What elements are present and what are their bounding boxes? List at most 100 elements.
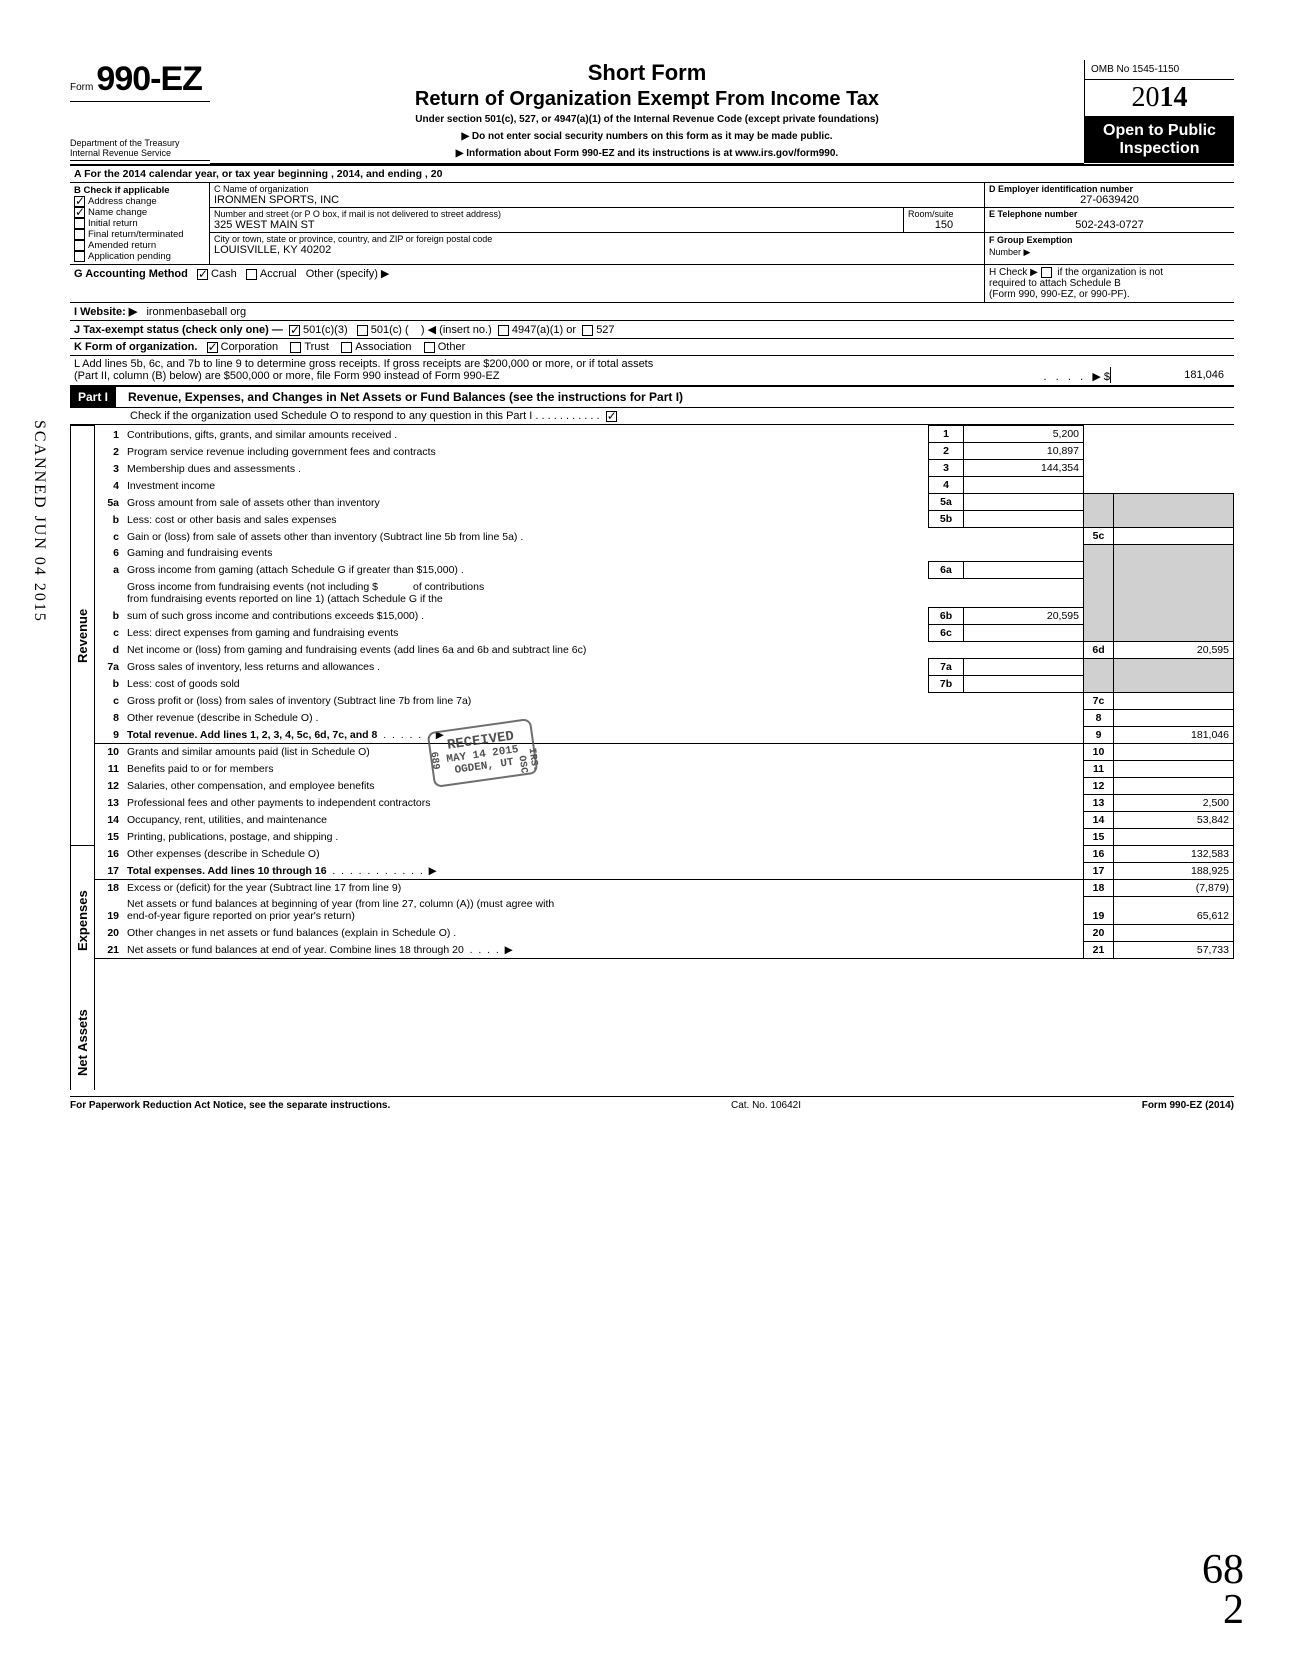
line-8-amt [1114,709,1234,726]
line-7c-amt [1114,692,1234,709]
j-4947: 4947(a)(1) or [512,324,576,336]
open-to-public: Open to Public Inspection [1085,116,1234,163]
year-bold: 14 [1160,82,1188,113]
line-3-amt: 144,354 [964,460,1084,477]
e-phone: 502-243-0727 [989,219,1230,231]
k-corp-check[interactable] [207,342,218,353]
g-accrual-check[interactable] [246,269,257,280]
k-assoc: Association [355,341,411,353]
net-assets-label: Net Assets [70,995,94,1090]
line-18-amt: (7,879) [1114,879,1234,896]
line-14-amt: 53,842 [1114,811,1234,828]
line-4-amt [964,477,1084,494]
line-7a-text: Gross sales of inventory, less returns a… [123,658,929,675]
line-14-text: Occupancy, rent, utilities, and maintena… [123,811,1084,828]
row-a-calendar-year: A For the 2014 calendar year, or tax yea… [70,164,1234,183]
line-10-amt [1114,743,1234,760]
line-6d-amt: 20,595 [1114,641,1234,658]
check-final-return[interactable]: Final return/terminated [74,229,205,240]
line-3-text: Membership dues and assessments . [123,460,929,477]
h-check[interactable] [1041,267,1052,278]
l-line2: (Part II, column (B) below) are $500,000… [74,370,500,382]
j-501c-check[interactable] [357,325,368,336]
j-501c-insert: ) ◀ (insert no.) [421,324,492,336]
k-assoc-check[interactable] [341,342,352,353]
j-501c3-check[interactable] [289,325,300,336]
part1-title: Revenue, Expenses, and Changes in Net As… [116,390,683,404]
tax-year: 2014 [1085,80,1234,116]
c-city-label: City or town, state or province, country… [214,234,980,244]
scanned-stamp: SCANNED JUN 04 2015 [30,420,48,623]
j-501c: 501(c) ( [371,324,409,336]
line-13-text: Professional fees and other payments to … [123,794,1084,811]
line-21-text: Net assets or fund balances at end of ye… [127,944,464,956]
revenue-label: Revenue [70,425,94,845]
j-527-check[interactable] [582,325,593,336]
g-other: Other (specify) ▶ [306,268,390,280]
check-initial-return[interactable]: Initial return [74,218,205,229]
k-other: Other [438,341,466,353]
line-1-amt: 5,200 [964,426,1084,443]
line-2-amt: 10,897 [964,443,1084,460]
check-application-pending[interactable]: Application pending [74,251,205,262]
year-prefix: 20 [1132,82,1160,113]
l-line1: L Add lines 5b, 6c, and 7b to line 9 to … [74,358,1110,370]
line-19-text1: Net assets or fund balances at beginning… [127,898,554,910]
line-5b-text: Less: cost or other basis and sales expe… [123,511,929,528]
footer: For Paperwork Reduction Act Notice, see … [70,1096,1234,1111]
line-6b-text2: from fundraising events reported on line… [127,593,443,605]
line-11-amt [1114,760,1234,777]
g-label: G Accounting Method [74,268,188,280]
j-label: J Tax-exempt status (check only one) — [74,324,283,336]
check-name-change[interactable]: Name change [74,207,205,218]
e-label: E Telephone number [989,209,1230,219]
c-room: 150 [908,219,980,231]
title-under: Under section 501(c), 527, or 4947(a)(1)… [210,114,1084,125]
footer-left: For Paperwork Reduction Act Notice, see … [70,1100,390,1111]
k-trust-check[interactable] [290,342,301,353]
line-12-text: Salaries, other compensation, and employ… [123,777,1084,794]
k-other-check[interactable] [424,342,435,353]
omb-number: OMB No 1545-1150 [1085,60,1234,80]
g-cash-check[interactable] [197,269,208,280]
k-label: K Form of organization. [74,341,197,353]
f-label: F Group Exemption [989,235,1073,245]
part1-schedule-o-check[interactable] [606,411,617,422]
line-9-amt: 181,046 [1114,726,1234,743]
line-6c-text: Less: direct expenses from gaming and fu… [123,624,929,641]
expenses-label: Expenses [70,845,94,995]
h-line2: required to attach Schedule B [989,278,1121,289]
line-6b-text3: sum of such gross income and contributio… [123,607,929,624]
i-label: I Website: ▶ [74,306,137,318]
line-5a-text: Gross amount from sale of assets other t… [127,497,380,509]
line-5c-amt [1114,528,1234,545]
line-19-text2: end-of-year figure reported on prior yea… [127,910,355,922]
line-11-text: Benefits paid to or for members [123,760,1084,777]
row-b-label: B Check if applicable [74,185,205,196]
c-city: LOUISVILLE, KY 40202 [214,244,980,256]
g-accrual: Accrual [260,268,297,280]
line-16-text: Other expenses (describe in Schedule O) [123,845,1084,862]
line-6a-text: Gross income from gaming (attach Schedul… [123,561,929,578]
line-15-text: Printing, publications, postage, and shi… [123,828,1084,845]
h-line1b: if the organization is not [1057,267,1163,278]
line-5c-text: Gain or (loss) from sale of assets other… [123,528,1084,545]
line-6b-mid: 20,595 [964,607,1084,624]
check-address-change[interactable]: Address change [74,196,205,207]
g-cash: Cash [211,268,237,280]
public-line1: Open to Public [1103,122,1216,139]
check-amended-return[interactable]: Amended return [74,240,205,251]
j-4947-check[interactable] [498,325,509,336]
footer-mid: Cat. No. 10642I [731,1100,801,1111]
part1-check-line: Check if the organization used Schedule … [130,410,600,422]
line-8-text: Other revenue (describe in Schedule O) . [123,709,1084,726]
line-1-text: Contributions, gifts, grants, and simila… [123,426,929,443]
h-line1: H Check ▶ [989,267,1038,278]
line-6-text: Gaming and fundraising events [123,545,1084,562]
f-label2: Number ▶ [989,247,1030,257]
line-21-amt: 57,733 [1114,941,1234,958]
i-website: ironmenbaseball org [146,306,246,318]
form-number: 990-EZ [96,60,202,98]
handwritten-2: 2 [1223,1586,1244,1634]
line-6b-text1: Gross income from fundraising events (no… [127,581,378,593]
